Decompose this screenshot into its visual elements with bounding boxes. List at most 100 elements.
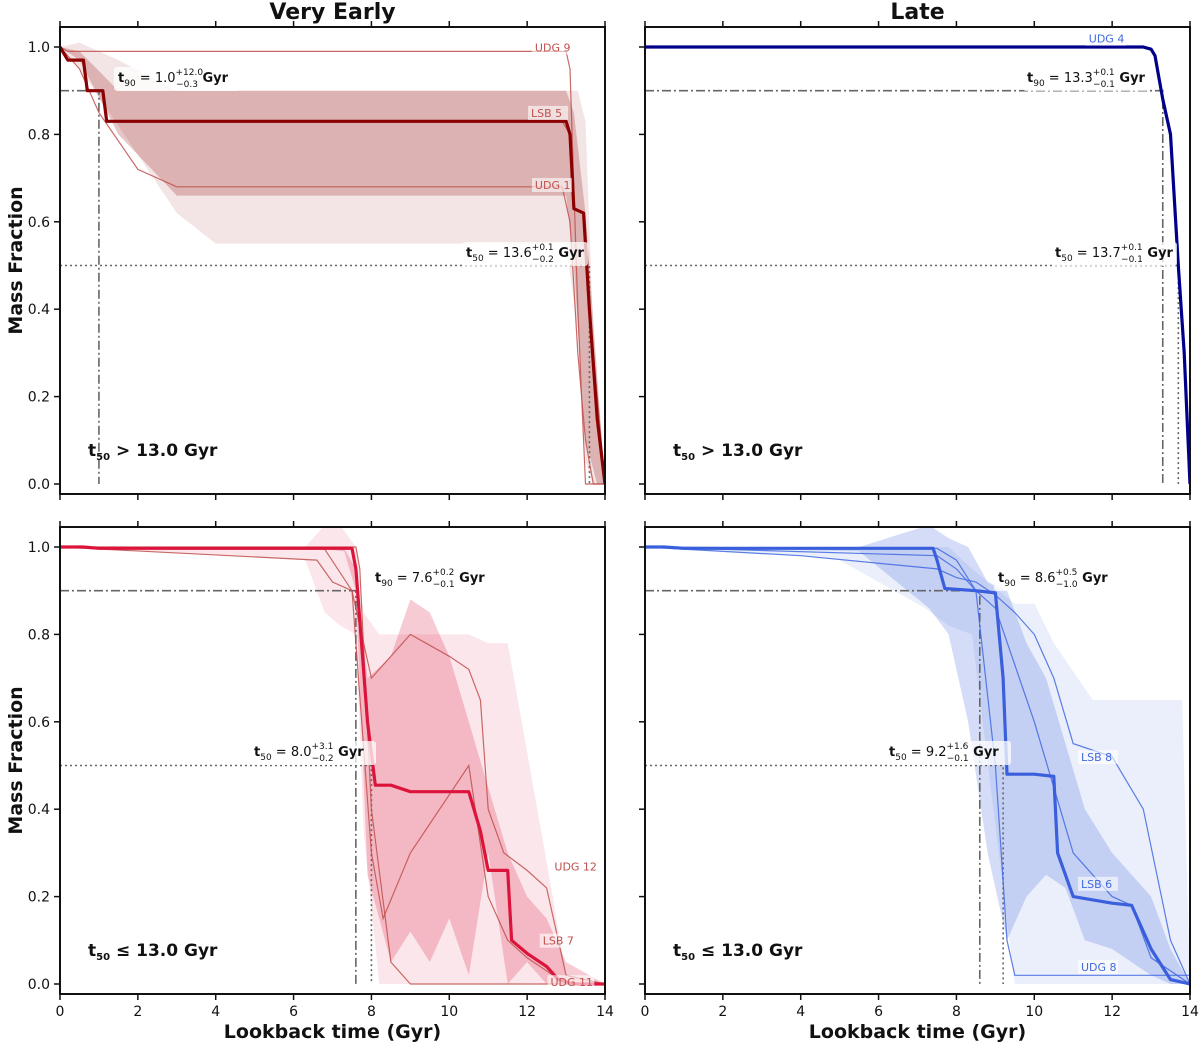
panel-top-right: UDG 4 Late t50 > 13.0 Gyr t90 = 13.3+0.1 −0.… [639,0,1191,500]
galaxy-label-lsb-8: LSB 8 [1078,750,1118,765]
plot-area: UDG 9 LSB 5 UDG 1 [60,40,605,485]
median-line [645,545,1190,986]
galaxy-line-udg-12 [60,546,605,985]
category-label: t50 > 13.0 Gyr [88,441,218,463]
category-label: t50 ≤ 13.0 Gyr [673,941,803,963]
axis-ticks [639,21,1191,500]
y-tick-label: 0.0 [28,977,50,993]
galaxy-label-bg [547,975,595,990]
x-tick-label: 2 [133,1004,142,1020]
galaxy-label-text: UDG 1 [535,179,571,192]
plot-frame [644,26,1191,495]
median-line [645,45,1190,485]
panel-title: Very Early [269,0,395,25]
x-tick-label: 0 [56,1004,65,1020]
x-axis-label: Lookback time (Gyr) [224,1021,441,1043]
y-tick-label: 0.8 [28,127,50,143]
galaxy-label-bg [1078,750,1118,765]
t50-reference-line [60,264,591,484]
galaxy-label-udg-9: UDG 9 [531,40,572,55]
t90-annotation-text: t90 = 8.6+0.5 −1.0 Gyr [998,568,1108,590]
galaxy-label-text: UDG 4 [1089,33,1125,46]
t50-annotation: t50 = 13.7+0.1 −0.1 Gyr [1051,242,1177,266]
galaxy-label-text: LSB 8 [1081,751,1112,764]
t90-reference-line [645,89,1164,484]
galaxy-label-bg [531,40,572,55]
median-line [60,545,605,986]
galaxy-label-lsb-5: LSB 5 [528,105,569,120]
median-line [60,46,605,485]
axis-ticks: 0.0 0.2 0.4 0.6 0.8 1.0 [28,21,606,500]
galaxy-label-udg-12: UDG 12 [551,859,599,874]
category-label: t50 ≤ 13.0 Gyr [88,941,218,963]
t50-annotation-bg [1051,242,1177,266]
galaxy-label-bg [528,105,569,120]
x-tick-label: 12 [518,1004,536,1020]
panel-bottom-left: UDG 12 LSB 7 UDG 11 0 2 4 6 8 10 12 14 0.0 0.2 0.4 0.6… [5,521,614,1043]
uncertainty-band-outer [645,547,1190,984]
t90-annotation-bg [371,567,497,591]
x-tick-label: 10 [1025,1004,1043,1020]
x-tick-label: 4 [211,1004,220,1020]
y-tick-label: 0.4 [28,802,50,818]
t50-annotation-text: t50 = 9.2+1.6 −0.1 Gyr [889,742,999,764]
category-label: t50 > 13.0 Gyr [673,441,803,463]
t90-annotation-bg [1023,67,1149,91]
y-axis-label: Mass Fraction [5,186,27,334]
panel-top-left: UDG 9 LSB 5 UDG 1 0.0 0.2 0.4 0.6 0.8 1.0 Very Ea… [5,0,606,500]
uncertainty-band-inner [60,547,605,984]
panel-bottom-right: LSB 8 LSB 6 UDG 8 0 2 4 6 8 10 12 14 Lookback time … [639,521,1199,1043]
x-tick-label: 14 [1181,1004,1199,1020]
y-tick-label: 0.4 [28,302,50,318]
y-tick-label: 0.6 [28,215,50,231]
x-tick-label: 10 [440,1004,458,1020]
galaxy-label-text: UDG 8 [1081,961,1117,974]
t90-annotation: t90 = 1.0+12.0 −0.3 Gyr [114,67,240,91]
y-axis-label: Mass Fraction [5,686,27,834]
t90-reference-line [60,89,100,484]
y-tick-label: 0.2 [28,390,50,406]
t90-annotation: t90 = 13.3+0.1 −0.1 Gyr [1023,67,1149,91]
uncertainty-band-outer [60,527,605,984]
axis-ticks: 0 2 4 6 8 10 12 14 0.0 0.2 0.4 0.6 0.8 1.0 [28,521,614,1020]
galaxy-label-bg [1085,31,1126,46]
x-tick-label: 6 [874,1004,883,1020]
galaxy-line-udg-8 [645,546,1190,976]
plot-frame [59,26,606,495]
galaxy-label-bg [1078,876,1118,891]
plot-area: UDG 12 LSB 7 UDG 11 [60,527,605,990]
x-tick-label: 0 [641,1004,650,1020]
galaxy-label-text: LSB 7 [543,935,574,948]
x-tick-label: 8 [367,1004,376,1020]
galaxy-label-bg [539,933,580,948]
x-tick-label: 8 [952,1004,961,1020]
x-tick-label: 6 [289,1004,298,1020]
y-tick-label: 0.0 [28,477,50,493]
y-tick-label: 1.0 [28,40,50,56]
t50-annotation: t50 = 13.6+0.1 −0.2 Gyr [462,242,588,266]
plot-area: LSB 8 LSB 6 UDG 8 [645,527,1190,986]
t50-annotation: t50 = 8.0+3.1 −0.2 Gyr [250,741,376,765]
axis-ticks: 0 2 4 6 8 10 12 14 [639,521,1199,1020]
x-tick-label: 4 [796,1004,805,1020]
galaxy-line-udg-11 [60,546,605,985]
galaxy-label-bg [551,859,599,874]
x-axis-label: Lookback time (Gyr) [809,1021,1026,1043]
galaxy-label-text: UDG 9 [535,41,571,54]
galaxy-label-lsb-7: LSB 7 [539,933,580,948]
t90-annotation-text: t90 = 7.6+0.2 −0.1 Gyr [375,568,485,590]
galaxy-line-lsb-7 [60,546,605,985]
t90-annotation-bg [994,567,1120,591]
x-tick-label: 12 [1103,1004,1121,1020]
t90-reference-line [60,589,357,984]
t50-annotation-text: t50 = 13.6+0.1 −0.2 Gyr [466,243,585,265]
t50-annotation-text: t50 = 8.0+3.1 −0.2 Gyr [254,742,364,764]
t90-annotation-bg [114,67,240,91]
t50-annotation-bg [885,741,1011,765]
t50-annotation-bg [462,242,588,266]
y-tick-label: 0.8 [28,627,50,643]
galaxy-label-bg [531,178,572,193]
galaxy-label-text: LSB 6 [1081,878,1112,891]
galaxy-label-text: LSB 5 [531,107,562,120]
